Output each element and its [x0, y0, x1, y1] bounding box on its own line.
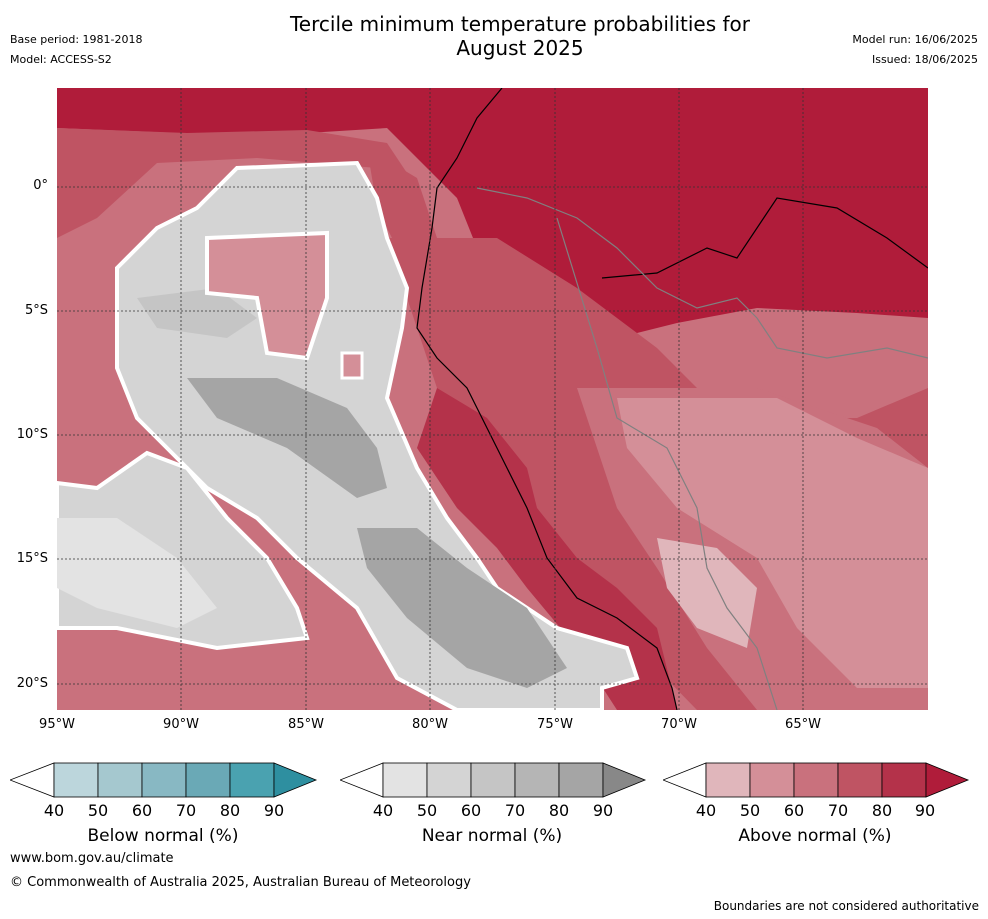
near-normal-40-patch	[57, 518, 217, 628]
lat-label-20s: 20°S	[16, 676, 48, 691]
colorbar-near-title: Near normal (%)	[421, 826, 563, 846]
probability-map	[57, 88, 928, 710]
footer-url: www.bom.gov.au/climate	[10, 851, 174, 866]
meta-right: Model run: 16/06/2025 Issued: 18/06/2025	[852, 30, 978, 70]
country-border	[476, 187, 928, 359]
near-tick-80: 80	[548, 801, 570, 820]
footer-note: Boundaries are not considered authoritat…	[713, 899, 979, 913]
lon-label-95w: 95°W	[39, 717, 75, 732]
above-40-patch	[657, 538, 757, 648]
map-title: Tercile minimum temperature probabilitie…	[289, 12, 751, 60]
above-normal-spot	[340, 351, 364, 380]
lat-label-0: 0°	[33, 178, 48, 193]
amazon-river	[601, 197, 928, 279]
above-normal-island	[205, 230, 329, 361]
lon-label-90w: 90°W	[163, 717, 199, 732]
colorbar-below-title: Below normal (%)	[87, 826, 239, 846]
footer-copyright: © Commonwealth of Australia 2025, Austra…	[10, 875, 471, 890]
below-tick-40: 40	[43, 801, 65, 820]
below-tick-90: 90	[263, 801, 285, 820]
near-normal-90-band-north	[187, 378, 387, 498]
near-tick-50: 50	[416, 801, 438, 820]
lat-label-15s: 15°S	[16, 551, 48, 566]
below-tick-60: 60	[131, 801, 153, 820]
near-tick-40: 40	[372, 801, 394, 820]
below-tick-50: 50	[87, 801, 109, 820]
near-normal-90-band-south	[357, 528, 567, 688]
lat-label-10s: 10°S	[16, 427, 48, 442]
lon-label-80w: 80°W	[412, 717, 448, 732]
above-tick-50: 50	[739, 801, 761, 820]
above-tick-60: 60	[783, 801, 805, 820]
issued-text: Issued: 18/06/2025	[871, 53, 978, 66]
near-tick-90: 90	[592, 801, 614, 820]
above-70-band	[57, 128, 417, 238]
lon-label-75w: 75°W	[537, 717, 573, 732]
lon-label-85w: 85°W	[288, 717, 324, 732]
near-tick-70: 70	[504, 801, 526, 820]
lon-label-70w: 70°W	[661, 717, 697, 732]
model-text: Model: ACCESS-S2	[10, 53, 112, 66]
colorbar-below-normal	[10, 762, 318, 798]
above-50-interior	[617, 398, 928, 688]
graticule	[57, 88, 928, 710]
coastline	[416, 88, 678, 710]
above-tick-80: 80	[871, 801, 893, 820]
above-90-region	[57, 88, 928, 338]
near-normal-70-patch	[137, 288, 257, 338]
near-normal-region-north	[115, 160, 640, 710]
colorbar-near-normal	[340, 762, 647, 798]
lon-label-65w: 65°W	[785, 717, 821, 732]
above-80-coast	[417, 388, 677, 710]
near-tick-60: 60	[460, 801, 482, 820]
above-tick-90: 90	[914, 801, 936, 820]
meta-left: Base period: 1981-2018 Model: ACCESS-S2	[10, 30, 142, 70]
above-tick-70: 70	[827, 801, 849, 820]
country-border-south	[556, 217, 778, 710]
base-period-text: Base period: 1981-2018	[10, 33, 143, 46]
above-tick-40: 40	[695, 801, 717, 820]
model-run-text: Model run: 16/06/2025	[852, 33, 978, 46]
colorbar-above-title: Above normal (%)	[738, 826, 892, 846]
lat-label-5s: 5°S	[24, 303, 48, 318]
colorbar-above-normal	[663, 762, 970, 798]
below-tick-80: 80	[219, 801, 241, 820]
below-tick-70: 70	[175, 801, 197, 820]
